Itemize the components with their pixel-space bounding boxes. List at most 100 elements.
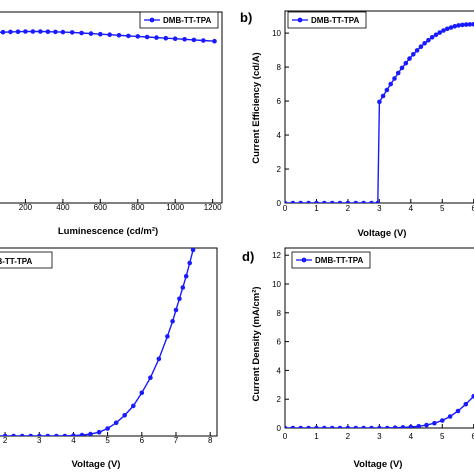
x-tick-label: 4: [71, 436, 76, 445]
data-point: [400, 425, 406, 428]
y-tick-label: 2: [277, 395, 282, 404]
axes: 2 3 4 5 6 7 8: [0, 247, 218, 445]
data-point: [107, 32, 112, 37]
y-tick-label: 2: [277, 165, 282, 174]
y-tick-label: 4: [277, 131, 282, 140]
data-point: [456, 23, 461, 28]
data-point: [440, 418, 445, 423]
data-point: [45, 29, 51, 34]
y-tick-label: 4: [277, 366, 282, 375]
series-0: [285, 22, 474, 203]
data-point: [424, 422, 429, 428]
data-point: [377, 99, 382, 105]
data-point: [426, 37, 431, 43]
x-tick-label: 2: [3, 436, 8, 445]
data-point: [15, 29, 21, 34]
series-0: [285, 394, 474, 428]
x-tick-label: 6: [471, 204, 474, 213]
data-point: [471, 22, 474, 27]
data-point: [337, 200, 343, 203]
data-point: [314, 425, 319, 428]
panel-label-d: d): [242, 249, 254, 264]
data-point: [353, 425, 359, 428]
panel-b: b) Voltage (V) Current Efficiency (cd/A)…: [240, 10, 474, 239]
x-tick-label: 0: [283, 432, 288, 441]
data-point: [411, 52, 416, 57]
legend-label: DMB-TT-TPA: [163, 16, 212, 25]
data-point: [437, 30, 443, 35]
data-point: [361, 425, 366, 428]
data-point: [113, 420, 119, 426]
data-point: [388, 81, 394, 87]
data-point: [172, 36, 178, 41]
data-point: [471, 394, 474, 399]
data-point: [337, 425, 343, 428]
data-point: [62, 433, 68, 436]
data-point: [441, 28, 446, 33]
data-point: [285, 200, 288, 203]
panel-d: d) Voltage (V) Current Density (mA/cm²) …: [242, 247, 474, 470]
legend-box: [139, 11, 219, 29]
x-tick-label: 2: [346, 204, 351, 213]
x-axis-title-a: Luminescence (cd/m²): [58, 226, 158, 237]
data-point: [322, 200, 327, 203]
data-point: [369, 200, 374, 203]
data-point: [154, 35, 159, 40]
data-point: [298, 200, 303, 203]
data-point: [19, 433, 25, 436]
data-point: [298, 425, 303, 428]
legend-marker: [301, 257, 307, 263]
legend-box: [287, 11, 367, 29]
data-point: [392, 76, 397, 81]
x-tick-label: 1000: [166, 203, 184, 212]
y-tick-label: 6: [277, 97, 282, 106]
x-tick-label: 1200: [204, 203, 222, 212]
data-point: [322, 425, 327, 428]
data-point: [329, 200, 335, 203]
plot-frame: [284, 247, 474, 429]
data-point: [407, 56, 412, 61]
data-point: [403, 60, 409, 66]
data-point: [369, 425, 374, 428]
data-point: [0, 29, 6, 35]
data-point: [126, 33, 131, 39]
data-point: [156, 356, 162, 362]
data-point: [2, 433, 8, 436]
legend-label: DMB-TT-TPA: [311, 16, 360, 25]
data-point: [163, 35, 169, 41]
data-point: [180, 285, 186, 290]
data-point: [422, 41, 427, 46]
data-point: [88, 31, 94, 36]
x-tick-label: 3: [377, 204, 382, 213]
data-point: [345, 200, 351, 203]
x-tick-label: 5: [105, 436, 110, 445]
plot-frame: [284, 10, 474, 204]
x-tick-label: 3: [37, 436, 42, 445]
data-point: [23, 29, 28, 34]
data-point: [448, 25, 454, 30]
y-tick-label: 10: [272, 280, 281, 289]
panel-label-b: b): [240, 10, 252, 25]
data-point: [414, 48, 420, 53]
data-point: [177, 296, 182, 302]
data-point: [79, 30, 84, 36]
x-tick-label: 6: [471, 432, 474, 441]
x-tick-label: 5: [440, 432, 445, 441]
data-point: [54, 433, 59, 436]
y-tick-label: 0: [277, 199, 282, 208]
data-point: [380, 93, 386, 99]
x-tick-label: 1: [314, 432, 319, 441]
x-tick-label: 7: [174, 436, 179, 445]
data-point: [30, 29, 36, 34]
data-point: [463, 401, 469, 407]
axes: 0 1 2 3 4 5 6 0 2 4 6 8 10: [272, 10, 474, 213]
data-point: [173, 307, 179, 313]
data-point: [96, 429, 102, 435]
y-tick-label: 10: [272, 29, 281, 38]
data-point: [384, 87, 390, 93]
data-point: [314, 200, 319, 203]
x-tick-label: 0: [283, 204, 288, 213]
x-tick-label: 3: [377, 432, 382, 441]
data-point: [306, 425, 311, 428]
